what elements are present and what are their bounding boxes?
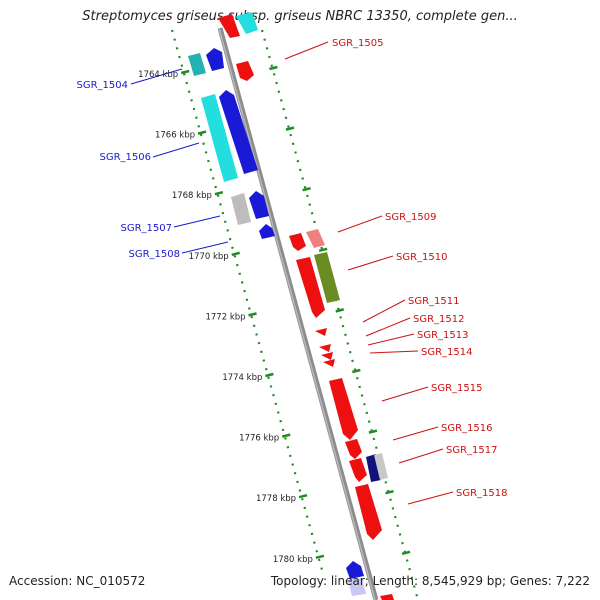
ruler-tick-label: 1774 kbp	[222, 373, 262, 383]
chromosome-axis	[217, 27, 379, 600]
gene-label[interactable]: SGR_1506	[100, 152, 152, 163]
gene-leader-line	[381, 386, 429, 402]
left-ruler-tick	[214, 190, 224, 196]
left-ruler-tick	[315, 554, 325, 560]
genome-summary: Topology: linear; Length: 8,545,929 bp; …	[270, 574, 590, 588]
gene-SGR_1504-a[interactable]	[188, 53, 206, 76]
ruler-tick-label: 1764 kbp	[138, 70, 178, 80]
gene-leader-line	[398, 448, 444, 464]
gene-SGR_1511[interactable]	[315, 328, 327, 336]
gene-leader-line	[173, 215, 221, 228]
gene-leader-line	[337, 215, 383, 233]
gene-label[interactable]: SGR_1507	[121, 223, 173, 234]
gene-SGR_1514[interactable]	[323, 359, 335, 367]
gene-leader-line	[367, 333, 415, 346]
right-ruler-tick	[352, 368, 361, 374]
gene-SGR_1513[interactable]	[321, 352, 333, 360]
right-ruler-tick	[385, 489, 394, 495]
left-ruler-line	[170, 29, 324, 571]
gene-SGR_1507-a[interactable]	[231, 193, 251, 225]
gene-SGR_1505[interactable]	[236, 61, 254, 81]
left-ruler-tick	[231, 251, 241, 257]
right-ruler-tick	[335, 308, 345, 313]
gene-bottom-lavender[interactable]	[348, 578, 366, 596]
left-ruler-tick	[180, 69, 190, 75]
gene-SGR_1510-a[interactable]	[296, 257, 325, 318]
gene-leader-line	[365, 317, 411, 337]
gene-label[interactable]: SGR_1518	[456, 488, 508, 499]
gene-label[interactable]: SGR_1504	[77, 80, 129, 91]
gene-leader-line	[392, 426, 439, 441]
gene-SGR_1517-a[interactable]	[349, 458, 367, 482]
gene-top-red[interactable]	[218, 14, 240, 38]
gene-SGR_1515[interactable]	[329, 378, 358, 440]
gene-label[interactable]: SGR_1505	[332, 38, 384, 49]
gene-leader-line	[369, 350, 419, 354]
gene-bottom-red[interactable]	[380, 594, 394, 600]
gene-label[interactable]: SGR_1517	[446, 445, 498, 456]
gene-SGR_1504-b[interactable]	[206, 48, 224, 71]
ruler-tick-label: 1770 kbp	[189, 252, 229, 262]
gene-leader-line	[284, 41, 329, 60]
gene-SGR_1507-b[interactable]	[249, 191, 269, 219]
gene-leader-line	[130, 68, 183, 85]
left-ruler-tick	[197, 130, 207, 135]
gene-leader-line	[152, 142, 200, 158]
gene-leader-line	[362, 299, 406, 323]
left-ruler-tick	[248, 312, 257, 317]
left-ruler-tick	[265, 372, 274, 378]
gene-SGR_1517-c[interactable]	[374, 453, 388, 480]
right-ruler-tick	[318, 247, 328, 253]
right-ruler-line	[260, 29, 420, 600]
chromosome-axis-highlight	[218, 27, 376, 600]
gene-leader-line	[181, 241, 229, 254]
gene-label[interactable]: SGR_1514	[421, 347, 473, 358]
gene-SGR_1509-b[interactable]	[306, 229, 325, 248]
right-ruler-tick	[269, 65, 278, 71]
gene-label[interactable]: SGR_1510	[396, 252, 448, 263]
gene-SGR_1510-b[interactable]	[314, 252, 340, 303]
gene-top-cyan[interactable]	[236, 12, 258, 34]
right-ruler-tick	[401, 550, 411, 556]
gene-SGR_1509-a[interactable]	[289, 233, 306, 251]
ruler-tick-label: 1780 kbp	[273, 555, 313, 565]
right-ruler-tick	[368, 429, 378, 434]
ruler-tick-label: 1776 kbp	[239, 434, 279, 444]
left-ruler-tick	[298, 493, 308, 499]
gene-bottom-blue[interactable]	[346, 561, 364, 579]
ruler-tick-label: 1778 kbp	[256, 494, 296, 504]
gene-SGR_1508[interactable]	[259, 224, 275, 239]
gene-label[interactable]: SGR_1511	[408, 296, 460, 307]
gene-SGR_1518[interactable]	[355, 484, 382, 540]
accession-label: Accession: NC_010572	[9, 574, 146, 588]
gene-leader-line	[347, 255, 394, 271]
gene-SGR_1516[interactable]	[345, 439, 362, 459]
ruler-tick-label: 1766 kbp	[155, 131, 195, 141]
gene-label[interactable]: SGR_1508	[129, 249, 181, 260]
map-title: Streptomyces griseus subsp. griseus NBRC…	[82, 9, 518, 24]
gene-label[interactable]: SGR_1515	[431, 383, 483, 394]
right-ruler-tick	[285, 126, 295, 131]
gene-SGR_1506-a[interactable]	[201, 94, 238, 182]
gene-label[interactable]: SGR_1513	[417, 330, 469, 341]
gene-label[interactable]: SGR_1516	[441, 423, 493, 434]
gene-label[interactable]: SGR_1512	[413, 314, 465, 325]
gene-SGR_1506-b[interactable]	[219, 90, 258, 174]
left-ruler-tick	[281, 433, 291, 438]
gene-SGR_1512[interactable]	[319, 344, 331, 352]
right-ruler-tick	[302, 186, 311, 192]
ruler-tick-label: 1768 kbp	[172, 191, 212, 201]
gene-label[interactable]: SGR_1509	[385, 212, 437, 223]
gene-leader-line	[407, 491, 454, 505]
ruler-tick-label: 1772 kbp	[205, 312, 245, 322]
